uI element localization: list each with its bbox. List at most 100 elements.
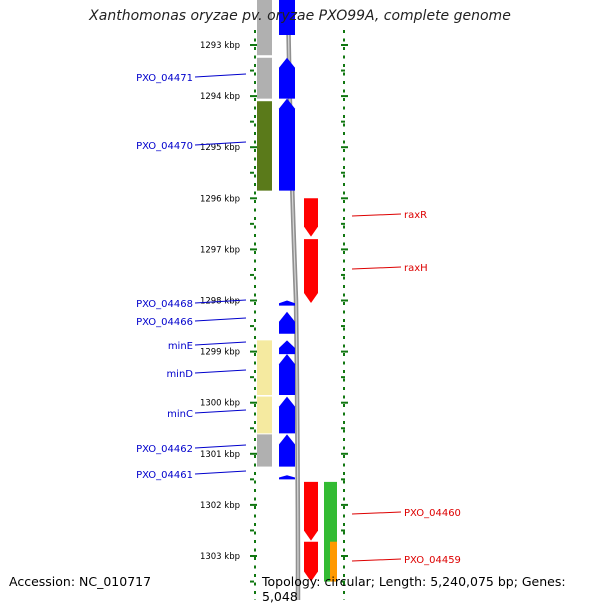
ruler-dot-right <box>343 225 345 229</box>
gene-label: minE <box>168 341 193 352</box>
ruler-dot-left <box>254 548 256 552</box>
ruler-dot-right <box>343 412 345 416</box>
ruler-tick-left <box>250 146 257 149</box>
ruler-dot-right <box>343 302 345 305</box>
gene-arrow <box>279 434 295 467</box>
ruler-tick-left <box>250 529 254 532</box>
ruler-dot-left <box>254 183 256 186</box>
ruler-tick-left <box>250 325 254 328</box>
gene-label-line <box>351 213 402 217</box>
ruler-dot-right <box>343 506 345 509</box>
ruler-dot-right <box>343 98 345 101</box>
ruler-dot-right <box>343 38 345 42</box>
ruler-tick-right <box>341 401 348 404</box>
feature-pale <box>257 396 272 434</box>
gene-arrow <box>279 354 295 396</box>
gene-arrow <box>279 300 295 306</box>
ruler-dot-left <box>254 259 256 263</box>
ruler-dot-right <box>343 310 345 314</box>
ruler-dot-right <box>343 81 345 84</box>
ruler-dot-left <box>254 293 256 297</box>
ruler-dot-right <box>343 574 345 577</box>
ruler-dot-left <box>254 81 256 84</box>
feature-gray <box>257 434 272 467</box>
ruler-dot-left <box>254 463 256 467</box>
ruler-tick-left <box>250 299 257 302</box>
gene-label: PXO_04462 <box>136 444 193 455</box>
gene-label-line <box>194 141 247 146</box>
ruler-dot-right <box>343 472 345 475</box>
ruler-tick-right <box>341 580 345 583</box>
ruler-dot-right <box>343 582 345 586</box>
ruler-tick-right <box>341 197 348 200</box>
ruler-dot-right <box>343 30 345 33</box>
ruler-dot-left <box>254 574 256 577</box>
ruler-dot-left <box>254 106 256 110</box>
ruler-dot-left <box>254 38 256 42</box>
ruler-tick-right <box>341 452 348 455</box>
ruler-dot-left <box>254 234 256 237</box>
ruler-dot-left <box>254 438 256 441</box>
ruler-tick-label: 1299 kbp <box>200 348 240 358</box>
ruler-dot-left <box>254 217 256 220</box>
ruler-dot-right <box>343 140 345 144</box>
ruler-dot-right <box>343 234 345 237</box>
feature-pale <box>257 340 272 396</box>
ruler-dot-right <box>343 421 345 424</box>
ruler-dot-left <box>254 302 256 305</box>
ruler-tick-left <box>250 95 257 98</box>
ruler-dot-left <box>254 429 256 433</box>
ruler-dot-left <box>254 242 256 246</box>
ruler-dot-left <box>254 285 256 288</box>
ruler-tick-right <box>341 503 348 506</box>
ruler-tick-left <box>250 69 254 72</box>
ruler-tick-right <box>341 376 345 379</box>
ruler-tick-left <box>250 376 254 379</box>
ruler-tick-left <box>250 248 257 251</box>
ruler-tick-label: 1295 kbp <box>200 143 240 153</box>
gene-label-line <box>194 470 247 475</box>
ruler-dot-right <box>343 72 345 76</box>
ruler-tick-right <box>341 146 348 149</box>
ruler-tick-left <box>250 273 254 276</box>
ruler-tick-right <box>341 222 345 225</box>
ruler-dot-left <box>254 506 256 509</box>
ruler-dot-right <box>343 268 345 271</box>
ruler-dot-left <box>254 157 256 161</box>
ruler-dot-right <box>343 378 345 382</box>
ruler-tick-left <box>250 171 254 174</box>
ruler-dot-right <box>343 319 345 322</box>
gene-arrow-offscreen <box>279 0 295 35</box>
gene-label-line <box>194 299 247 304</box>
ruler-dot-right <box>343 89 345 93</box>
ruler-tick-right <box>341 555 348 557</box>
ruler-tick-left <box>250 120 254 123</box>
ruler-dot-right <box>343 166 345 169</box>
ruler-tick-left <box>250 555 257 557</box>
ruler-tick-label: 1293 kbp <box>200 41 240 51</box>
ruler-dot-right <box>343 446 345 450</box>
ruler-tick-left <box>250 478 254 481</box>
ruler-dot-right <box>343 463 345 467</box>
ruler-dot-right <box>343 174 345 178</box>
ruler-dot-right <box>343 455 345 458</box>
ruler-tick-right <box>341 299 348 302</box>
ruler-tick-left <box>250 503 257 506</box>
ruler-tick-right <box>341 69 345 72</box>
ruler-dot-right <box>343 115 345 118</box>
ruler-dot-left <box>254 412 256 416</box>
ruler-dot-right <box>343 557 345 560</box>
ruler-dot-left <box>254 472 256 475</box>
gene-label: minC <box>167 409 193 420</box>
ruler-dot-right <box>343 217 345 220</box>
ruler-dot-right <box>343 387 345 390</box>
ruler-dot-right <box>343 438 345 441</box>
ruler-tick-label: 1301 kbp <box>200 450 240 460</box>
ruler-dot-right <box>343 497 345 501</box>
gene-arrow <box>279 57 295 99</box>
ruler-dot-left <box>254 514 256 518</box>
accession-text: Accession: NC_010717 <box>9 574 152 589</box>
ruler-dot-left <box>254 166 256 169</box>
ruler-dot-right <box>343 123 345 127</box>
